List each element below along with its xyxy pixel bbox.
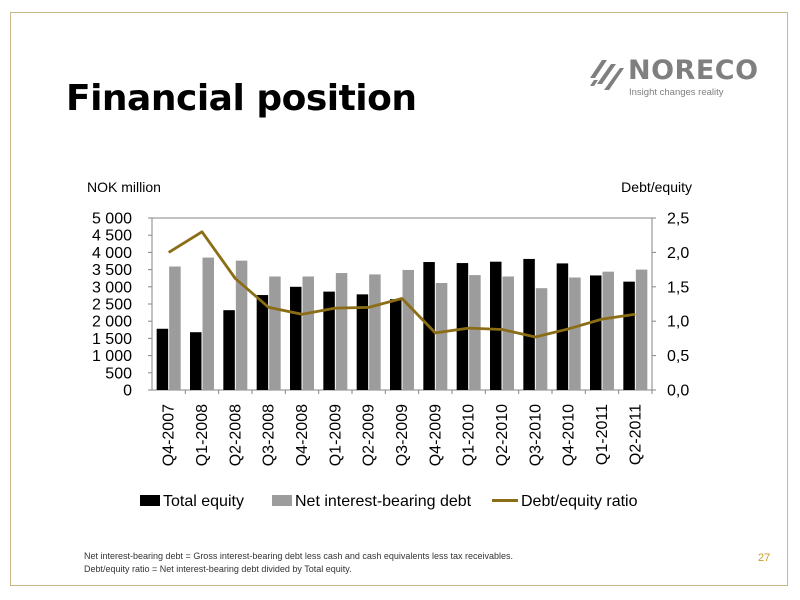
page-number: 27: [758, 552, 771, 564]
left-axis-tick-label: 2 000: [92, 314, 132, 331]
bar-net-debt: [569, 277, 581, 390]
x-axis-tick-label: Q1-2008: [194, 404, 211, 466]
noreco-logo: NORECO Insight changes reality: [588, 55, 759, 100]
bar-total-equity: [390, 299, 402, 390]
x-axis-tick-label: Q2-2009: [361, 404, 378, 466]
right-axis-tick-label: 1,0: [667, 314, 689, 331]
right-axis-tick-label: 0,0: [667, 383, 689, 400]
bar-net-debt: [402, 269, 414, 390]
x-axis-tick-label: Q4-2009: [427, 404, 444, 466]
left-axis-tick-label: 500: [105, 365, 132, 382]
logo-tagline: Insight changes reality: [629, 87, 724, 98]
bar-net-debt: [502, 276, 514, 390]
bar-total-equity: [156, 328, 169, 390]
x-axis-tick-label: Q4-2010: [561, 404, 578, 466]
bar-net-debt: [435, 283, 448, 390]
bar-total-equity: [456, 263, 469, 390]
bar-net-debt: [369, 274, 381, 390]
footnote-debt-equity: Debt/equity ratio = Net interest-bearing…: [84, 564, 352, 574]
left-axis-tick-label: 3 500: [92, 262, 132, 279]
slide-frame: [10, 12, 788, 586]
left-axis-tick-label: 1 000: [92, 348, 132, 365]
x-axis-tick-label: Q2-2008: [227, 404, 244, 466]
bar-total-equity: [556, 263, 569, 390]
x-axis-tick-label: Q1-2009: [327, 404, 344, 466]
x-axis-tick-label: Q1-2011: [594, 404, 611, 465]
right-axis-tick-label: 1,5: [667, 279, 689, 296]
bar-net-debt: [235, 260, 248, 390]
bar-total-equity: [590, 275, 602, 390]
bar-net-debt: [202, 257, 214, 390]
bar-net-debt: [635, 269, 648, 390]
x-axis-tick-label: Q1-2010: [461, 404, 478, 466]
bar-net-debt: [602, 271, 614, 390]
bar-net-debt: [169, 266, 181, 390]
x-axis-tick-label: Q3-2010: [527, 404, 544, 466]
left-axis-tick-label: 4 000: [92, 245, 132, 262]
x-axis-tick-label: Q3-2009: [394, 404, 411, 466]
bar-net-debt: [302, 276, 314, 390]
bar-net-debt: [335, 273, 348, 390]
bar-total-equity: [523, 258, 535, 390]
right-axis-title: Debt/equity: [621, 179, 692, 195]
left-axis-tick-label: 5 000: [92, 211, 132, 228]
left-axis-tick-label: 4 500: [92, 228, 132, 245]
bar-net-debt: [469, 275, 481, 390]
left-axis-tick-label: 3 000: [92, 279, 132, 296]
bar-total-equity: [223, 310, 235, 390]
x-axis-tick-label: Q2-2011: [627, 404, 644, 465]
legend-swatch-total-equity: [140, 495, 160, 506]
left-axis-tick-label: 2 500: [92, 297, 132, 314]
legend-label-net-debt: Net interest-bearing debt: [295, 493, 472, 510]
x-axis-tick-label: Q3-2008: [261, 404, 278, 466]
x-axis-tick-label: Q4-2008: [294, 404, 311, 466]
bar-total-equity: [290, 286, 302, 390]
bar-total-equity: [490, 261, 502, 390]
legend-label-total-equity: Total equity: [163, 493, 244, 510]
bar-total-equity: [623, 281, 635, 390]
right-axis-tick-label: 2,5: [667, 211, 689, 228]
bar-net-debt: [269, 276, 281, 390]
legend-swatch-net-debt: [272, 495, 292, 506]
footnote-net-debt: Net interest-bearing debt = Gross intere…: [84, 551, 513, 561]
left-axis-tick-label: 0: [123, 383, 132, 400]
slide-title: Financial position: [66, 78, 417, 119]
x-axis-tick-label: Q4-2007: [161, 404, 178, 466]
x-axis-tick-label: Q2-2010: [494, 404, 511, 466]
bar-net-debt: [535, 288, 548, 390]
line-debt-equity-ratio: [167, 230, 636, 339]
left-axis-title: NOK million: [87, 179, 161, 195]
right-axis-tick-label: 2,0: [667, 245, 689, 262]
noreco-logo-mark-icon: [590, 60, 624, 90]
bar-total-equity: [323, 291, 335, 390]
bar-total-equity: [356, 294, 369, 390]
bar-total-equity: [256, 295, 269, 390]
bar-total-equity: [190, 332, 202, 390]
logo-wordmark: NORECO: [628, 55, 759, 86]
left-axis-tick-label: 1 500: [92, 331, 132, 348]
legend-label-ratio: Debt/equity ratio: [521, 493, 638, 510]
right-axis-tick-label: 0,5: [667, 348, 689, 365]
